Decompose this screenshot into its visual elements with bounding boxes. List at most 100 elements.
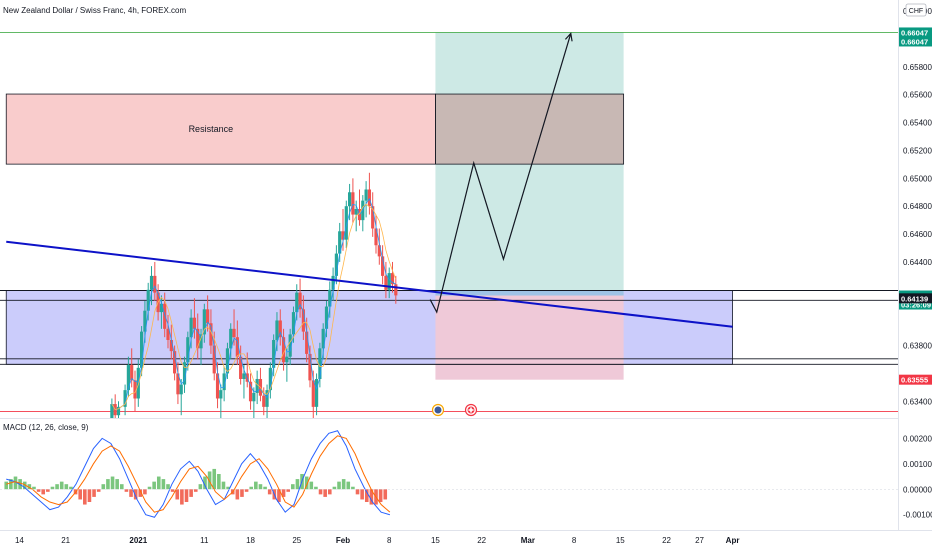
price-axis[interactable]: 0.662000.660000.658000.656000.654000.652… [903, 7, 932, 406]
price-badges: 0.660470.660470.6415903:26:090.641390.63… [899, 27, 932, 385]
price-tick-label: 0.65400 [903, 119, 932, 128]
price-badge-label: 0.63555 [901, 376, 928, 385]
macd-tick-label: 0.00200 [903, 434, 932, 443]
macd-histogram-bar [327, 489, 332, 495]
macd-histogram-bar [295, 479, 300, 490]
candle-body [189, 317, 193, 338]
descending-trendline[interactable] [6, 240, 733, 328]
candle-body [347, 192, 352, 207]
candle-body [324, 306, 329, 329]
macd-histogram-bar [258, 484, 263, 490]
price-tick-label: 0.65600 [903, 91, 932, 100]
time-tick-label: Mar [521, 536, 535, 545]
macd-histogram-bar [309, 481, 314, 490]
candle-body [176, 373, 180, 395]
macd-histogram-bar [184, 489, 189, 502]
candle-body [272, 339, 276, 368]
macd-tick-label: -0.00100 [903, 511, 932, 520]
candle-body [182, 362, 187, 385]
macd-histogram-bar [332, 486, 337, 490]
macd-histogram-bar [50, 486, 55, 490]
candle-body [212, 345, 216, 374]
macd-histogram-bar [323, 489, 327, 497]
time-tick-label: 25 [292, 536, 301, 545]
macd-histogram-bar [277, 489, 281, 502]
event-icons[interactable] [431, 403, 478, 417]
price-tick-label: 0.63400 [903, 397, 932, 406]
price-tick-label: 0.65000 [903, 174, 932, 183]
candle-body [153, 275, 157, 293]
candle-body [354, 209, 358, 215]
macd-histogram-bar [36, 489, 41, 492]
price-pane[interactable]: Resistance [0, 32, 898, 431]
macd-histogram-bar [64, 484, 69, 490]
price-badge-box [899, 36, 932, 47]
macd-histogram-bar [170, 489, 175, 492]
zone-label-resistance: Resistance [189, 124, 234, 134]
macd-histogram-bar [4, 481, 9, 490]
candle-body [281, 337, 286, 363]
position-loss-zone[interactable] [435, 295, 624, 380]
globe-icon [434, 406, 442, 414]
macd-histogram-bar [32, 486, 36, 490]
candle-body [291, 312, 296, 335]
macd-axis[interactable]: 0.00200 0.00100 0.00000 -0.00100 [903, 434, 932, 519]
macd-tick-label: 0.00100 [903, 460, 932, 469]
candle-body [215, 373, 220, 399]
macd-line[interactable] [6, 430, 391, 518]
macd-histogram-bar [281, 489, 286, 497]
price-badge-label: 0.64139 [901, 294, 928, 303]
candle-body [140, 331, 144, 368]
candle-body [344, 206, 348, 240]
macd-histogram-bar [291, 484, 295, 490]
price-badge-box [899, 299, 932, 310]
candle-body [202, 309, 206, 335]
time-tick-label: 22 [662, 536, 671, 545]
macd-histogram-bar [383, 489, 388, 500]
macd-title: MACD (12, 26, close, 9) [3, 423, 89, 432]
candle-body [367, 189, 372, 207]
projection-path[interactable] [429, 33, 572, 314]
macd-histogram-bar [156, 476, 161, 490]
macd-histogram-bar [337, 481, 341, 490]
candle-body [166, 328, 170, 340]
currency-badge[interactable]: CHF [905, 3, 927, 17]
time-tick-label: 22 [477, 536, 486, 545]
macd-histogram-bar [212, 468, 217, 490]
macd-histogram-bar [161, 479, 166, 490]
macd-histogram-bar [267, 489, 272, 495]
macd-histogram-bar [143, 489, 147, 495]
resistance-box-overlap[interactable] [435, 93, 625, 165]
macd-histogram-bar [27, 484, 32, 490]
candle-body [146, 289, 150, 311]
time-axis[interactable]: 14 21 2021 11 18 25 Feb 8 15 22 Mar 8 15 22 27 Apr [15, 536, 739, 545]
macd-histogram-bar [351, 486, 355, 490]
candle-body [133, 380, 137, 399]
zone-resistance[interactable] [6, 94, 436, 165]
time-tick-label: 14 [15, 536, 24, 545]
macd-pane[interactable] [0, 430, 898, 518]
macd-histogram-bar [96, 489, 101, 492]
macd-histogram-bar [119, 484, 124, 490]
signal-line[interactable] [6, 435, 391, 513]
candle-body [265, 390, 269, 407]
macd-tick-label: 0.00000 [903, 485, 932, 494]
candle-body [285, 356, 289, 363]
candle-body [209, 323, 213, 346]
candle-body [239, 356, 243, 379]
candle-body [364, 189, 368, 201]
candle-body [222, 373, 226, 391]
macd-histogram-bar [59, 481, 64, 490]
time-tick-label: 8 [572, 536, 577, 545]
macd-histogram-bar [263, 486, 267, 490]
macd-histogram-bar [235, 489, 240, 500]
candle-body [377, 245, 381, 257]
macd-histogram-bar [9, 479, 13, 490]
candle-body [110, 404, 114, 418]
macd-histogram-bar [115, 479, 119, 490]
macd-histogram-bar [110, 476, 115, 490]
zone-support-band[interactable] [6, 290, 733, 365]
candle-body [268, 367, 272, 391]
price-tick-label: 0.64600 [903, 230, 932, 239]
